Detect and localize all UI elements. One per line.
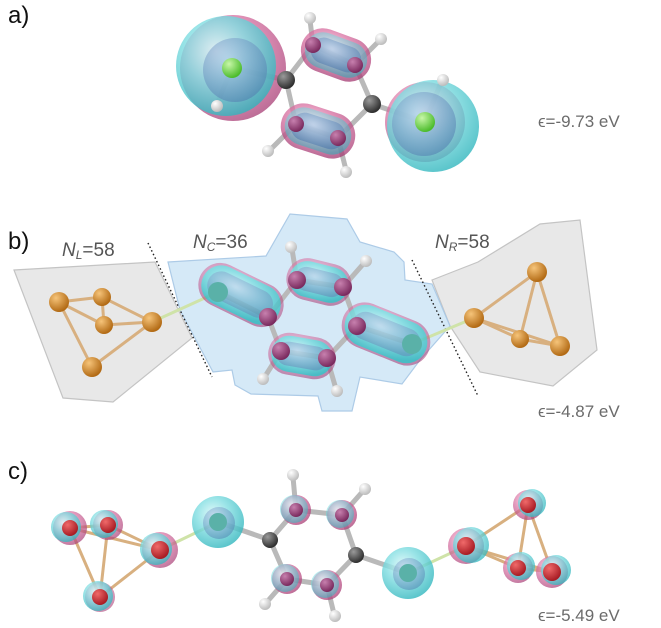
hydrogen-atom xyxy=(257,373,269,385)
center-region-count: =36 xyxy=(215,232,248,253)
carbon-atom xyxy=(363,95,381,113)
gold-atom xyxy=(520,497,536,513)
gold-atom xyxy=(49,292,69,312)
hydrogen-atom xyxy=(259,598,271,610)
hydrogen-atom xyxy=(359,483,371,495)
panel-b-structure xyxy=(13,213,598,412)
gold-atom xyxy=(142,312,162,332)
panel-a-top-pi-lobe xyxy=(300,28,372,82)
carbon-atom xyxy=(280,572,294,586)
panel-a-energy: ϵ=-9.73 eV xyxy=(538,112,620,131)
panel-c-label: c) xyxy=(8,458,28,485)
chlorine-atom xyxy=(415,112,435,132)
gold-atom xyxy=(464,308,484,328)
center-region-label: NC=36 xyxy=(193,232,248,254)
hydrogen-atom xyxy=(304,12,316,24)
carbon-atom xyxy=(259,308,277,326)
sulfur-atom xyxy=(208,282,228,302)
panel-a-label: a) xyxy=(8,2,30,29)
carbon-atom xyxy=(348,547,364,563)
carbon-atom xyxy=(320,578,334,592)
gold-atom xyxy=(93,288,111,306)
right-region-subscript: R xyxy=(448,240,458,254)
gold-atom xyxy=(511,330,529,348)
hydrogen-atom xyxy=(375,33,387,45)
carbon-atom xyxy=(288,116,304,132)
center-region xyxy=(167,213,451,412)
right-region-count: =58 xyxy=(457,232,490,253)
carbon-atom xyxy=(288,271,306,289)
carbon-atom xyxy=(347,57,363,73)
left-divider xyxy=(147,242,213,378)
gold-atom xyxy=(457,537,475,555)
panel-b-label: b) xyxy=(8,228,30,255)
sulfur-atom xyxy=(209,513,227,531)
carbon-atom xyxy=(335,508,349,522)
left-region-count: =58 xyxy=(82,240,115,261)
sulfur-atom xyxy=(402,334,422,354)
center-region-subscript: C xyxy=(206,240,216,254)
carbon-atom xyxy=(262,532,278,548)
left-region-symbol: N xyxy=(62,240,76,261)
right-divider xyxy=(411,259,479,397)
panel-a-molecule xyxy=(176,12,479,178)
carbon-atom xyxy=(348,317,366,335)
hydrogen-atom xyxy=(360,255,372,267)
panel-a-right-lobe xyxy=(385,80,479,172)
gold-atom xyxy=(82,357,102,377)
carbon-atom xyxy=(277,71,295,89)
hydrogen-atom xyxy=(211,100,223,112)
carbon-atom xyxy=(318,349,336,367)
gold-atom xyxy=(543,563,561,581)
gold-atom xyxy=(95,316,113,334)
carbon-atom xyxy=(305,37,321,53)
hydrogen-atom xyxy=(331,385,343,397)
hydrogen-atom xyxy=(285,241,297,253)
panel-c-lobes xyxy=(51,489,571,612)
hydrogen-atom xyxy=(329,610,341,622)
panel-c-structure xyxy=(51,469,571,622)
gold-atom xyxy=(100,517,116,533)
carbon-atom xyxy=(272,342,290,360)
hydrogen-atom xyxy=(340,166,352,178)
carbon-atom xyxy=(330,130,346,146)
gold-atom xyxy=(510,560,526,576)
left-cluster-bonds xyxy=(57,290,220,369)
hydrogen-atom xyxy=(437,74,449,86)
gold-atom xyxy=(62,520,78,536)
left-region-label: NL=58 xyxy=(62,240,115,262)
right-region-label: NR=58 xyxy=(435,232,490,254)
carbon-atom xyxy=(334,278,352,296)
hydrogen-atom xyxy=(287,469,299,481)
hydrogen-atom xyxy=(262,145,274,157)
left-region-subscript: L xyxy=(75,248,83,262)
gold-atom xyxy=(527,262,547,282)
gold-atom xyxy=(92,589,108,605)
panel-a-bottom-pi-lobe xyxy=(280,103,356,159)
panel-c-energy: ϵ=-5.49 eV xyxy=(538,606,620,625)
panel-b-energy: ϵ=-4.87 eV xyxy=(538,402,620,421)
chlorine-atom xyxy=(222,58,242,78)
gold-atom xyxy=(550,336,570,356)
sulfur-atom xyxy=(399,564,417,582)
panel-c-bonds xyxy=(215,474,411,617)
gold-atom xyxy=(151,541,169,559)
right-region-symbol: N xyxy=(435,232,449,253)
center-region-symbol: N xyxy=(193,232,207,253)
carbon-atom xyxy=(289,503,303,517)
